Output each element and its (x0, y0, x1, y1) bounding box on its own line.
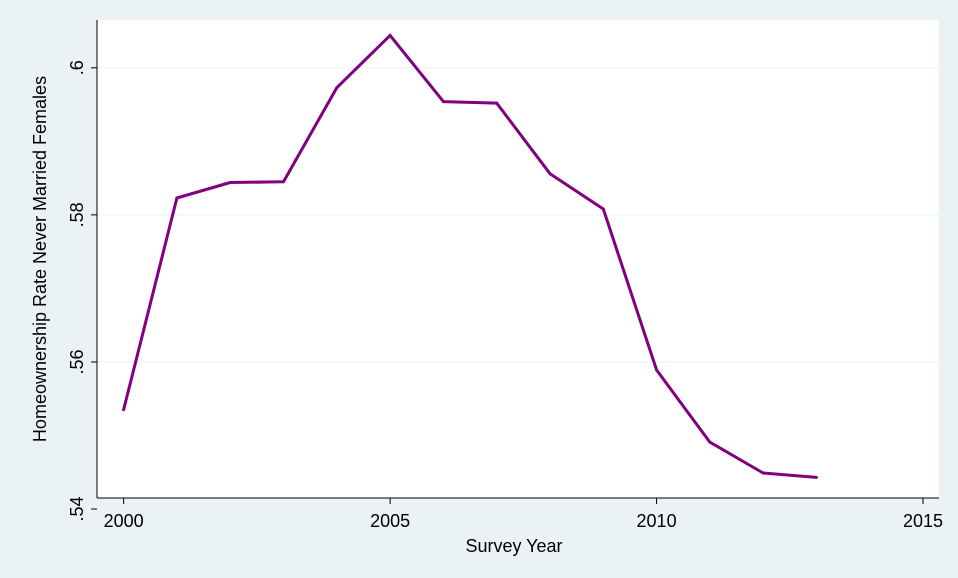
x-tick-label: 2005 (370, 511, 410, 531)
x-tick-label: 2000 (104, 511, 144, 531)
y-axis-title: Homeownership Rate Never Married Females (30, 76, 50, 442)
data-point (655, 368, 659, 372)
data-point (441, 100, 445, 104)
y-tick-label: .6 (67, 60, 87, 75)
data-point (388, 33, 392, 37)
x-axis-ticks: 2000 2005 2010 2015 (104, 498, 943, 531)
series-group (122, 33, 818, 479)
series-line (122, 33, 817, 479)
x-tick-label: 2015 (903, 511, 943, 531)
data-point (122, 408, 126, 412)
x-axis-title: Survey Year (465, 536, 562, 556)
data-point (761, 471, 765, 475)
y-tick-label: .54 (67, 497, 87, 522)
plot-area (97, 20, 939, 498)
data-point (814, 475, 818, 479)
x-tick-label: 2010 (637, 511, 677, 531)
grid-lines (97, 67, 939, 510)
data-point (335, 86, 339, 90)
data-point (548, 172, 552, 176)
data-point (601, 207, 605, 211)
data-point (708, 440, 712, 444)
data-point (495, 101, 499, 105)
data-point (175, 196, 179, 200)
y-tick-label: .56 (67, 349, 87, 374)
data-point (282, 180, 285, 184)
y-tick-label: .58 (67, 202, 87, 227)
y-axis-ticks: .54 .56 .58 .6 (67, 60, 97, 522)
data-point (228, 181, 232, 184)
